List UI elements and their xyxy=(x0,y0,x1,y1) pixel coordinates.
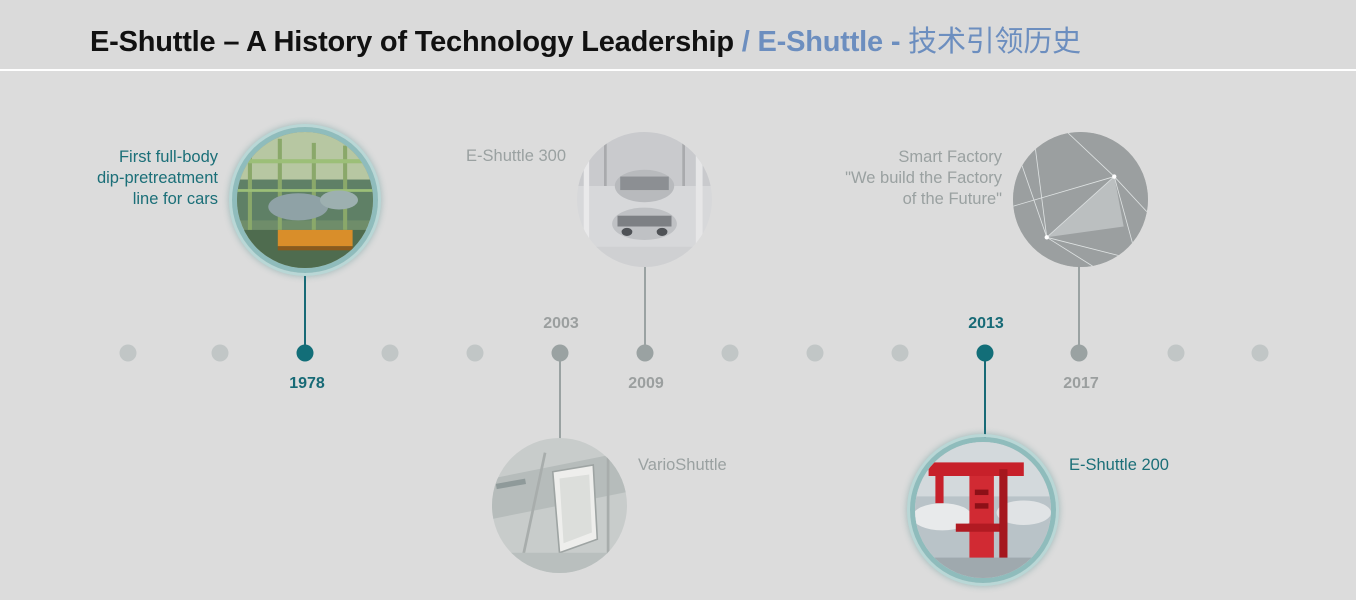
year-label-2017: 2017 xyxy=(1063,375,1099,392)
milestone-2013-label: E-Shuttle 200 xyxy=(1069,456,1169,474)
timeline-dot xyxy=(119,344,137,362)
factory-line-photo xyxy=(237,132,373,268)
connector-2017 xyxy=(1078,262,1080,346)
timeline-dot xyxy=(806,344,824,362)
timeline-dot-1978 xyxy=(296,344,314,362)
timeline-dot-2009 xyxy=(636,344,654,362)
milestone-2009-label: E-Shuttle 300 xyxy=(466,147,566,165)
milestone-1978-line1: First full-body xyxy=(118,148,218,166)
title-chinese: 技术引领历史 xyxy=(908,26,1081,58)
milestone-1978-image xyxy=(232,127,378,273)
connector-2009 xyxy=(644,262,646,346)
timeline-dot xyxy=(721,344,739,362)
title-chinese-prefix: E-Shuttle - xyxy=(757,26,909,58)
eshuttle-300-photo xyxy=(577,132,712,267)
milestone-1978-line2: dip-pretreatment xyxy=(96,169,218,187)
timeline-dot xyxy=(1167,344,1185,362)
milestone-2017-label: Smart Factory "We build the Factory of t… xyxy=(780,147,1002,210)
year-label-2013: 2013 xyxy=(968,315,1004,332)
varioshuttle-photo xyxy=(492,438,627,573)
milestone-2017-line3: of the Future" xyxy=(902,190,1002,208)
timeline-dot xyxy=(381,344,399,362)
year-label-2009: 2009 xyxy=(628,375,664,392)
header-bar: E-Shuttle – A History of Technology Lead… xyxy=(0,0,1356,71)
timeline-dot xyxy=(891,344,909,362)
connector-1978 xyxy=(304,270,306,346)
timeline-dot-2013 xyxy=(976,344,994,362)
connector-2003 xyxy=(559,361,561,441)
connector-2013 xyxy=(984,361,986,439)
timeline-dot xyxy=(466,344,484,362)
milestone-2003-image xyxy=(492,438,627,573)
milestone-2017-line2: "We build the Factory xyxy=(845,169,1002,187)
milestone-2017-line1: Smart Factory xyxy=(898,148,1002,166)
year-label-2003: 2003 xyxy=(543,315,579,332)
milestone-2003-label: VarioShuttle xyxy=(638,456,727,474)
timeline-dot-2017 xyxy=(1070,344,1088,362)
network-graphic xyxy=(1013,132,1148,267)
eshuttle-200-photo xyxy=(915,442,1051,578)
timeline-dot xyxy=(1251,344,1269,362)
milestone-2013-image xyxy=(910,437,1056,583)
milestone-2009-image xyxy=(577,132,712,267)
page-title: E-Shuttle – A History of Technology Lead… xyxy=(90,18,1081,60)
title-separator: / xyxy=(733,26,758,58)
timeline-dot xyxy=(211,344,229,362)
milestone-2017-image xyxy=(1013,132,1148,267)
milestone-1978-line3: line for cars xyxy=(132,190,218,208)
milestone-1978-label: First full-body dip-pretreatment line fo… xyxy=(70,147,218,210)
title-english: E-Shuttle – A History of Technology Lead… xyxy=(90,26,734,58)
year-label-1978: 1978 xyxy=(289,375,325,392)
timeline-dot-2003 xyxy=(551,344,569,362)
